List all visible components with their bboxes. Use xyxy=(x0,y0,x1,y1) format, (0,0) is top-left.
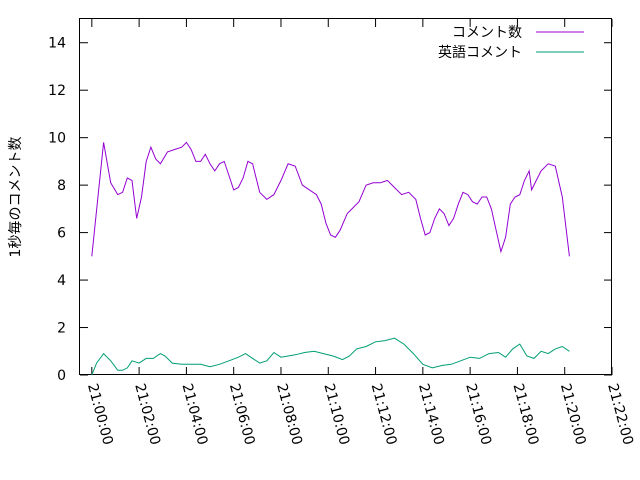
x-tick-label: 21:16:00 xyxy=(462,382,494,447)
y-axis-ticks: 0 2 4 6 8 10 12 14 xyxy=(48,36,612,384)
x-tick-label: 21:14:00 xyxy=(415,382,447,447)
series-layer xyxy=(91,141,570,376)
y-axis-label: 1秒毎のコメント数 xyxy=(8,137,24,258)
x-tick-label: 21:00:00 xyxy=(84,382,116,447)
y-tick-label: 4 xyxy=(57,273,66,289)
y-tick-label: 14 xyxy=(48,36,66,52)
y-tick-label: 6 xyxy=(57,226,66,242)
legend-label: 英語コメント xyxy=(438,44,522,61)
y-tick-label: 12 xyxy=(48,83,66,99)
x-tick-label: 21:12:00 xyxy=(368,382,400,447)
x-tick-label: 21:02:00 xyxy=(131,382,163,447)
x-tick-label: 21:22:00 xyxy=(604,382,636,447)
x-tick-label: 21:18:00 xyxy=(510,382,542,447)
y-tick-label: 2 xyxy=(57,321,66,337)
x-tick-label: 21:06:00 xyxy=(226,382,258,447)
series-line-1 xyxy=(91,141,570,257)
x-tick-label: 21:20:00 xyxy=(557,382,589,447)
plot-frame xyxy=(79,18,612,375)
legend-label: コメント数 xyxy=(452,25,522,41)
series-line-2 xyxy=(91,337,570,376)
y-tick-label: 8 xyxy=(57,178,66,194)
x-tick-label: 21:08:00 xyxy=(273,382,305,447)
y-tick-label: 0 xyxy=(57,368,66,384)
y-tick-label: 10 xyxy=(48,131,66,147)
x-axis-ticks: 21:00:00 21:02:00 21:04:00 21:06:00 21:08:00… xyxy=(84,19,636,447)
x-tick-label: 21:04:00 xyxy=(179,382,211,447)
x-tick-label: 21:10:00 xyxy=(320,382,352,447)
